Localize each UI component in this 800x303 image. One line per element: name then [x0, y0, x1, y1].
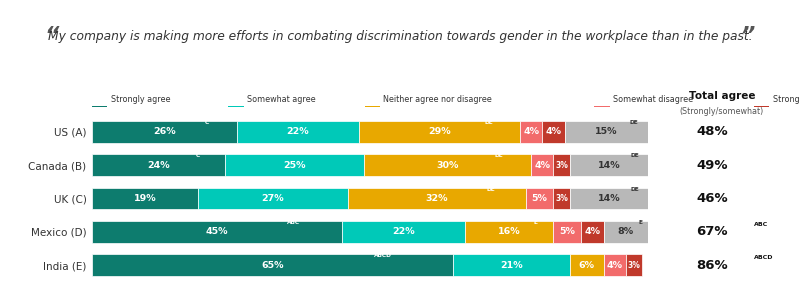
Text: ABCD: ABCD	[754, 255, 774, 260]
Text: 21%: 21%	[501, 261, 523, 270]
Bar	[365, 106, 380, 107]
Text: 15%: 15%	[595, 127, 618, 136]
Text: Strongly disagree: Strongly disagree	[773, 95, 800, 104]
Text: 65%: 65%	[262, 261, 284, 270]
Text: “: “	[45, 26, 59, 46]
Bar	[198, 188, 348, 209]
Bar	[92, 221, 342, 243]
Text: 4%: 4%	[523, 127, 539, 136]
Bar	[465, 221, 554, 243]
Text: 4%: 4%	[606, 261, 622, 270]
Bar	[754, 106, 770, 107]
Text: 19%: 19%	[134, 194, 156, 203]
Text: 3%: 3%	[628, 261, 641, 270]
Text: 14%: 14%	[598, 161, 620, 170]
Bar	[92, 154, 226, 176]
Text: 27%: 27%	[262, 194, 284, 203]
Bar	[526, 188, 554, 209]
Text: My company is making more efforts in combating discrimination towards gender in : My company is making more efforts in com…	[48, 30, 752, 43]
Text: 32%: 32%	[426, 194, 448, 203]
Text: Neither agree nor disagree: Neither agree nor disagree	[383, 95, 492, 104]
Bar	[226, 154, 365, 176]
Text: 26%: 26%	[153, 127, 175, 136]
Bar	[228, 106, 243, 107]
Text: C: C	[205, 120, 209, 125]
Bar	[582, 221, 603, 243]
Text: 22%: 22%	[392, 227, 414, 236]
Bar	[594, 106, 610, 107]
Bar	[92, 254, 454, 276]
Text: 3%: 3%	[555, 194, 568, 203]
Text: DE: DE	[630, 120, 638, 125]
Text: 46%: 46%	[696, 192, 728, 205]
Bar	[554, 188, 570, 209]
Bar	[520, 121, 542, 143]
Text: 29%: 29%	[428, 127, 451, 136]
Text: 25%: 25%	[284, 161, 306, 170]
Text: C: C	[196, 153, 200, 158]
Text: 14%: 14%	[598, 194, 620, 203]
Text: Strongly agree: Strongly agree	[110, 95, 170, 104]
Text: Somewhat agree: Somewhat agree	[247, 95, 316, 104]
Bar	[92, 188, 198, 209]
Bar	[237, 121, 359, 143]
Text: 4%: 4%	[546, 127, 562, 136]
Bar	[531, 154, 554, 176]
Bar	[342, 221, 465, 243]
Text: ABC: ABC	[287, 220, 300, 225]
Text: 5%: 5%	[532, 194, 547, 203]
Bar	[92, 121, 237, 143]
Text: 4%: 4%	[534, 161, 550, 170]
Text: 86%: 86%	[696, 259, 728, 271]
Text: 48%: 48%	[696, 125, 728, 138]
Bar	[570, 254, 603, 276]
Text: 24%: 24%	[147, 161, 170, 170]
Bar	[603, 254, 626, 276]
Text: (Strongly/somewhat): (Strongly/somewhat)	[680, 107, 764, 116]
Text: E: E	[638, 220, 642, 225]
Text: 22%: 22%	[286, 127, 309, 136]
Text: DE: DE	[631, 153, 640, 158]
Bar	[626, 254, 642, 276]
Text: 6%: 6%	[579, 261, 595, 270]
Text: 5%: 5%	[559, 227, 575, 236]
Text: 49%: 49%	[696, 159, 728, 171]
Bar	[554, 154, 570, 176]
Bar	[359, 121, 520, 143]
Text: DE: DE	[631, 187, 640, 191]
Bar	[348, 188, 526, 209]
Text: ABCD: ABCD	[374, 253, 392, 258]
Text: 8%: 8%	[618, 227, 634, 236]
Bar	[554, 221, 582, 243]
Bar	[565, 121, 648, 143]
Text: Somewhat disagree: Somewhat disagree	[613, 95, 694, 104]
Text: DE: DE	[486, 187, 495, 191]
Bar	[570, 154, 648, 176]
Bar	[570, 188, 648, 209]
Text: 16%: 16%	[498, 227, 520, 236]
Text: ABC: ABC	[754, 222, 769, 227]
Text: DE: DE	[494, 153, 503, 158]
Bar	[365, 154, 531, 176]
Text: 45%: 45%	[206, 227, 228, 236]
Text: ”: ”	[740, 26, 754, 46]
Bar	[454, 254, 570, 276]
Text: E: E	[534, 220, 538, 225]
Bar	[603, 221, 648, 243]
Text: DE: DE	[485, 120, 494, 125]
Text: 3%: 3%	[555, 161, 568, 170]
Bar	[542, 121, 565, 143]
Text: 67%: 67%	[696, 225, 728, 238]
Bar	[92, 106, 107, 107]
Text: 30%: 30%	[437, 161, 459, 170]
Text: 4%: 4%	[585, 227, 601, 236]
Text: Total agree: Total agree	[689, 91, 755, 101]
